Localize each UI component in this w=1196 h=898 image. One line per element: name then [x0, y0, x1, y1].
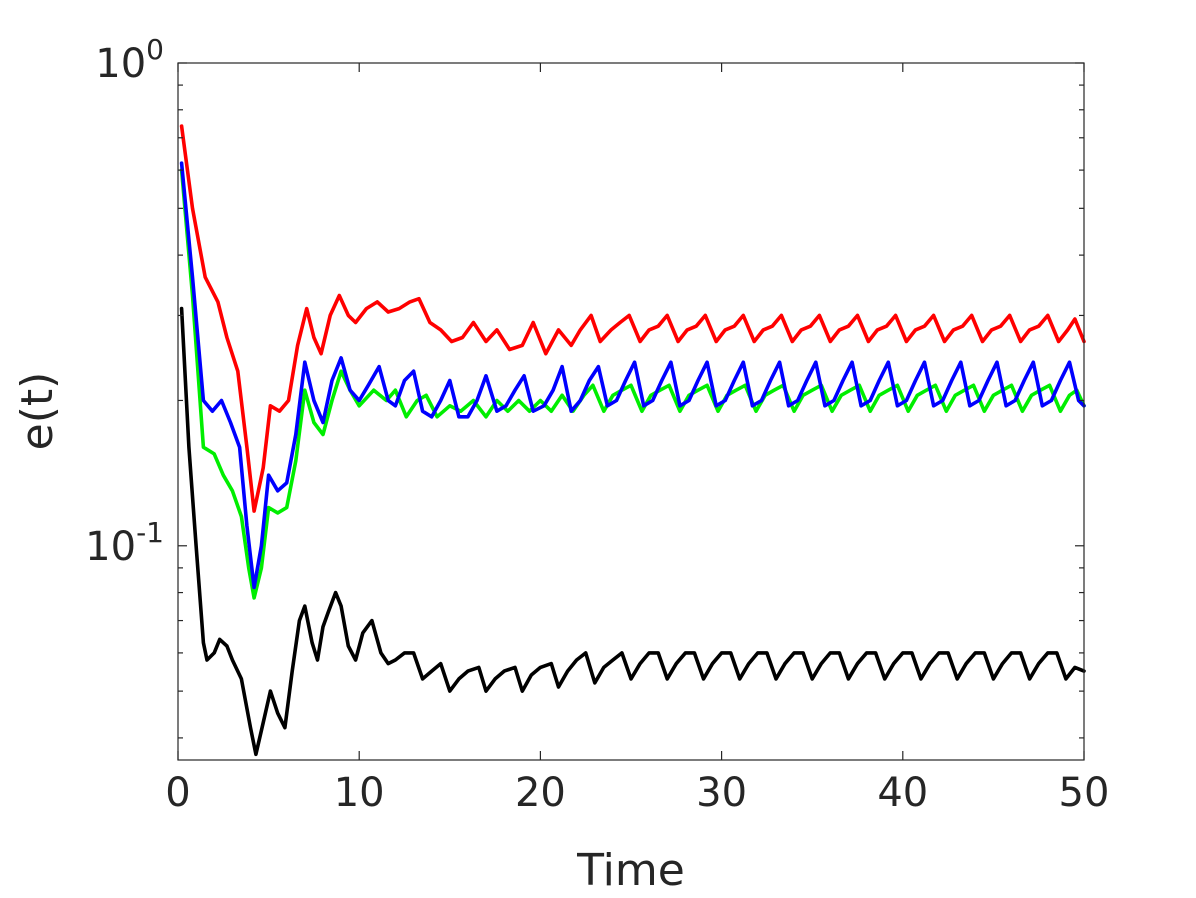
- series-line-black: [179, 306, 1086, 757]
- plot-frame: [177, 62, 1085, 761]
- x-axis-title: Time: [576, 845, 685, 896]
- x-tick-label: 30: [696, 770, 747, 816]
- x-tick-label: 10: [334, 770, 385, 816]
- y-tick-label: 100: [95, 33, 164, 87]
- series-line-blue: [179, 161, 1086, 590]
- x-tick-label: 40: [877, 770, 928, 816]
- series-layer: [179, 124, 1086, 757]
- y-tick-label: 10-1: [85, 516, 164, 570]
- x-tick-label: 20: [515, 770, 566, 816]
- x-tick-label: 50: [1059, 770, 1110, 816]
- labels-layer: 0 10 20 30 40 50 100 10-1: [85, 33, 1109, 816]
- series-line-red: [179, 124, 1086, 513]
- y-axis-title: e(t): [12, 372, 63, 451]
- x-tick-label: 0: [165, 770, 190, 816]
